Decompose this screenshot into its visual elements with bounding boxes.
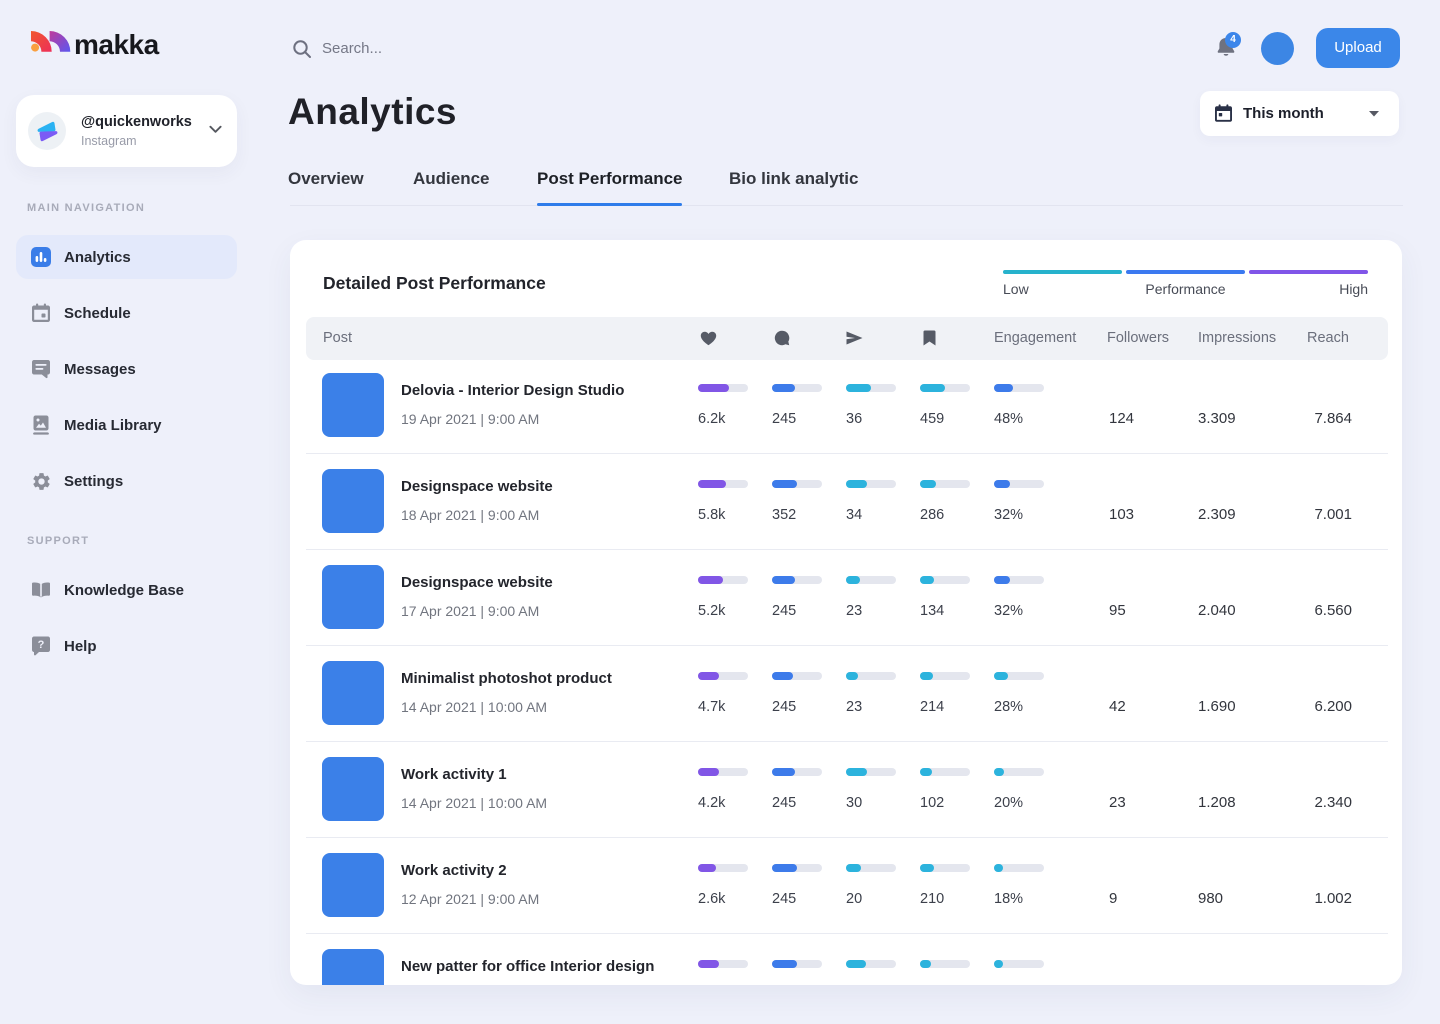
svg-text:?: ? [38,639,45,651]
